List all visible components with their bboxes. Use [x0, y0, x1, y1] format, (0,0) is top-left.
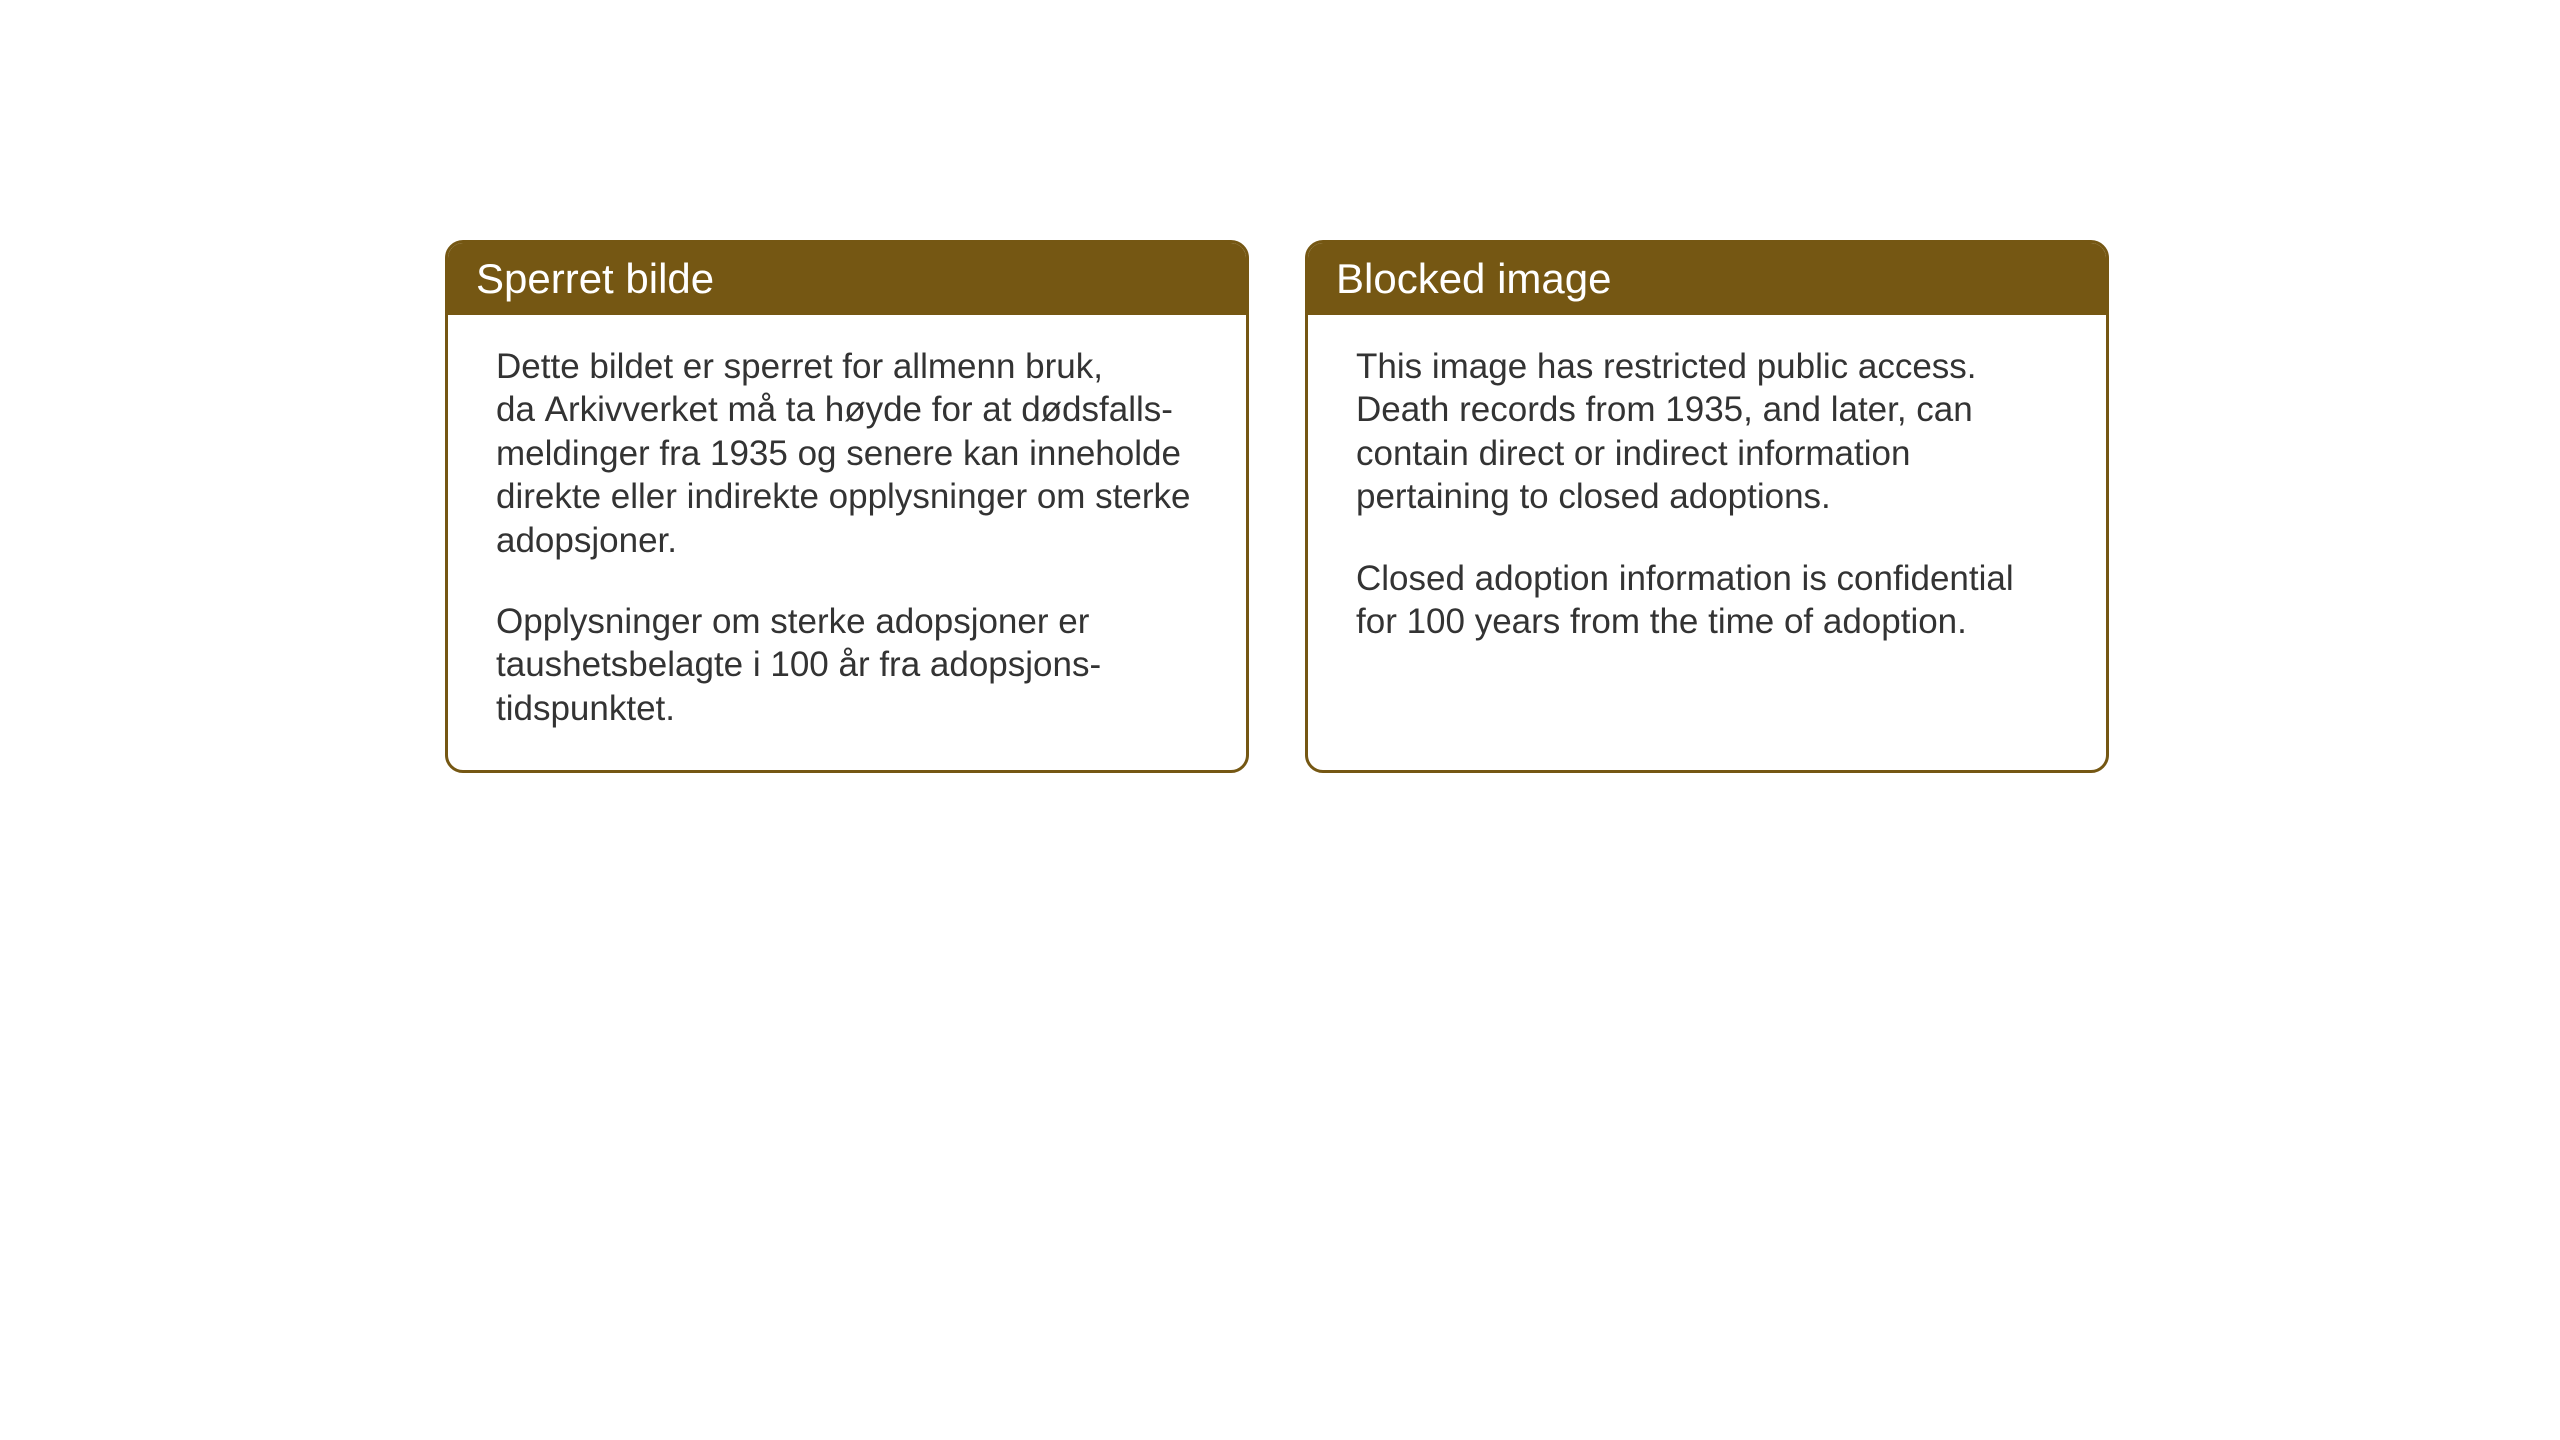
card-paragraph-2-english: Closed adoption information is confident…: [1356, 557, 2058, 644]
notice-card-english: Blocked image This image has restricted …: [1305, 240, 2109, 773]
card-title-english: Blocked image: [1336, 255, 1611, 302]
card-body-norwegian: Dette bildet er sperret for allmenn bruk…: [448, 315, 1246, 770]
card-body-english: This image has restricted public access.…: [1308, 315, 2106, 755]
card-header-norwegian: Sperret bilde: [448, 243, 1246, 315]
card-title-norwegian: Sperret bilde: [476, 255, 714, 302]
notice-cards-container: Sperret bilde Dette bildet er sperret fo…: [445, 240, 2109, 773]
card-header-english: Blocked image: [1308, 243, 2106, 315]
notice-card-norwegian: Sperret bilde Dette bildet er sperret fo…: [445, 240, 1249, 773]
card-paragraph-1-norwegian: Dette bildet er sperret for allmenn bruk…: [496, 345, 1198, 562]
card-paragraph-2-norwegian: Opplysninger om sterke adopsjoner er tau…: [496, 600, 1198, 730]
card-paragraph-1-english: This image has restricted public access.…: [1356, 345, 2058, 519]
